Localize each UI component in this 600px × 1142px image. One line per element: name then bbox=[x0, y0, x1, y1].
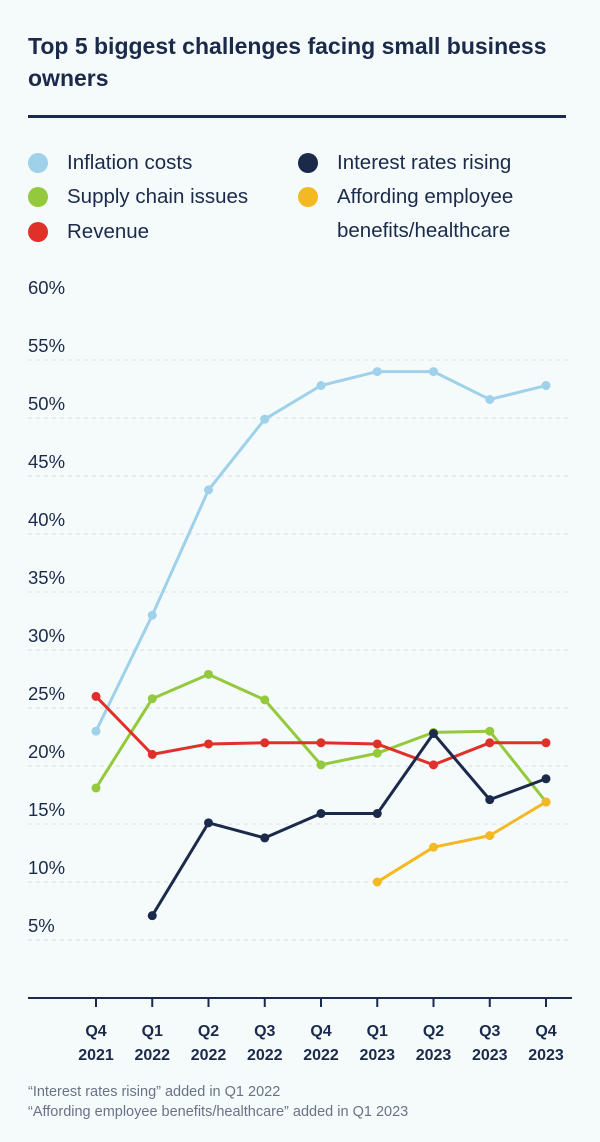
series-line-supply-chain-issues bbox=[94, 672, 548, 804]
x-tick-label-quarter: Q4 bbox=[535, 1023, 556, 1040]
data-point-inflation-costs bbox=[147, 610, 157, 620]
series-line-affording-employee-benefits-healthcare bbox=[375, 800, 548, 884]
x-tick-label-quarter: Q1 bbox=[142, 1023, 163, 1040]
x-tick-label-quarter: Q4 bbox=[310, 1023, 331, 1040]
data-point-interest-rates-rising bbox=[429, 729, 438, 739]
data-point-revenue bbox=[147, 749, 157, 759]
data-point-inflation-costs bbox=[204, 485, 213, 495]
y-tick-label: 45% bbox=[28, 451, 65, 472]
data-point-revenue bbox=[429, 760, 438, 770]
data-point-affording-employee-benefits-healthcare bbox=[372, 877, 382, 887]
series-line-interest-rates-rising bbox=[150, 732, 548, 918]
x-tick-label-year: 2022 bbox=[191, 1047, 227, 1064]
data-point-inflation-costs bbox=[372, 367, 382, 377]
y-tick-label: 5% bbox=[28, 915, 55, 936]
data-point-supply-chain-issues bbox=[147, 694, 157, 704]
chart-title: Top 5 biggest challenges facing small bu… bbox=[28, 33, 547, 91]
y-tick-label: 60% bbox=[28, 277, 65, 298]
data-point-interest-rates-rising bbox=[541, 774, 551, 784]
data-point-inflation-costs bbox=[260, 414, 270, 424]
y-tick-label: 35% bbox=[28, 567, 65, 588]
x-tick-label-quarter: Q1 bbox=[367, 1023, 388, 1040]
data-point-affording-employee-benefits-healthcare bbox=[429, 842, 438, 852]
data-point-inflation-costs bbox=[485, 394, 495, 404]
data-point-supply-chain-issues bbox=[372, 748, 382, 758]
x-tick-label-year: 2023 bbox=[359, 1047, 395, 1064]
data-point-supply-chain-issues bbox=[204, 669, 213, 679]
title-divider bbox=[28, 115, 566, 118]
y-tick-label: 50% bbox=[28, 393, 65, 414]
data-point-revenue bbox=[372, 739, 382, 749]
x-tick-label-year: 2022 bbox=[134, 1047, 170, 1064]
data-point-interest-rates-rising bbox=[147, 911, 157, 921]
data-point-interest-rates-rising bbox=[372, 809, 382, 819]
data-point-interest-rates-rising bbox=[316, 809, 326, 819]
line-chart: 60% 55% 50% 45% 40% 35% 30% 25% 20% 15% 10% 5% Q4 202… bbox=[28, 277, 572, 1064]
data-point-inflation-costs bbox=[91, 726, 101, 736]
data-point-revenue bbox=[204, 739, 213, 749]
x-tick-label-year: 2023 bbox=[472, 1047, 508, 1064]
data-point-supply-chain-issues bbox=[316, 760, 326, 770]
y-tick-label: 55% bbox=[28, 335, 65, 356]
y-tick-label: 10% bbox=[28, 857, 65, 878]
x-tick-label-year: 2021 bbox=[78, 1047, 114, 1064]
data-point-supply-chain-issues bbox=[260, 695, 270, 705]
data-point-interest-rates-rising bbox=[204, 818, 213, 828]
data-point-revenue bbox=[485, 738, 495, 748]
x-tick-label-quarter: Q4 bbox=[85, 1023, 106, 1040]
data-point-revenue bbox=[91, 691, 101, 701]
x-tick-label-year: 2023 bbox=[528, 1047, 564, 1064]
data-point-inflation-costs bbox=[541, 381, 551, 391]
footnote-benefits: “Affording employee benefits/healthcare”… bbox=[28, 1104, 409, 1120]
y-tick-label: 15% bbox=[28, 799, 65, 820]
x-tick-label-year: 2022 bbox=[247, 1047, 283, 1064]
data-point-interest-rates-rising bbox=[260, 833, 270, 843]
x-tick-label-year: 2022 bbox=[303, 1047, 339, 1064]
x-tick-label-quarter: Q2 bbox=[198, 1023, 219, 1040]
x-tick-label-year: 2023 bbox=[416, 1047, 452, 1064]
data-point-affording-employee-benefits-healthcare bbox=[541, 797, 551, 807]
x-tick-label-quarter: Q3 bbox=[254, 1023, 275, 1040]
x-tick-label-quarter: Q3 bbox=[479, 1023, 500, 1040]
data-point-affording-employee-benefits-healthcare bbox=[485, 831, 495, 841]
y-tick-label: 20% bbox=[28, 741, 65, 762]
x-tick-label-quarter: Q2 bbox=[423, 1023, 444, 1040]
y-tick-label: 30% bbox=[28, 625, 65, 646]
data-point-supply-chain-issues bbox=[485, 726, 495, 736]
data-point-inflation-costs bbox=[429, 367, 438, 377]
data-point-revenue bbox=[541, 738, 551, 748]
data-point-interest-rates-rising bbox=[485, 795, 495, 805]
y-tick-label: 40% bbox=[28, 509, 65, 530]
y-tick-label: 25% bbox=[28, 683, 65, 704]
series-line-inflation-costs bbox=[94, 370, 548, 733]
data-point-supply-chain-issues bbox=[91, 783, 101, 793]
data-point-inflation-costs bbox=[316, 381, 326, 391]
footnote-interest-rates: “Interest rates rising” added in Q1 2022 bbox=[28, 1084, 281, 1100]
data-point-revenue bbox=[260, 738, 270, 748]
data-point-revenue bbox=[316, 738, 326, 748]
